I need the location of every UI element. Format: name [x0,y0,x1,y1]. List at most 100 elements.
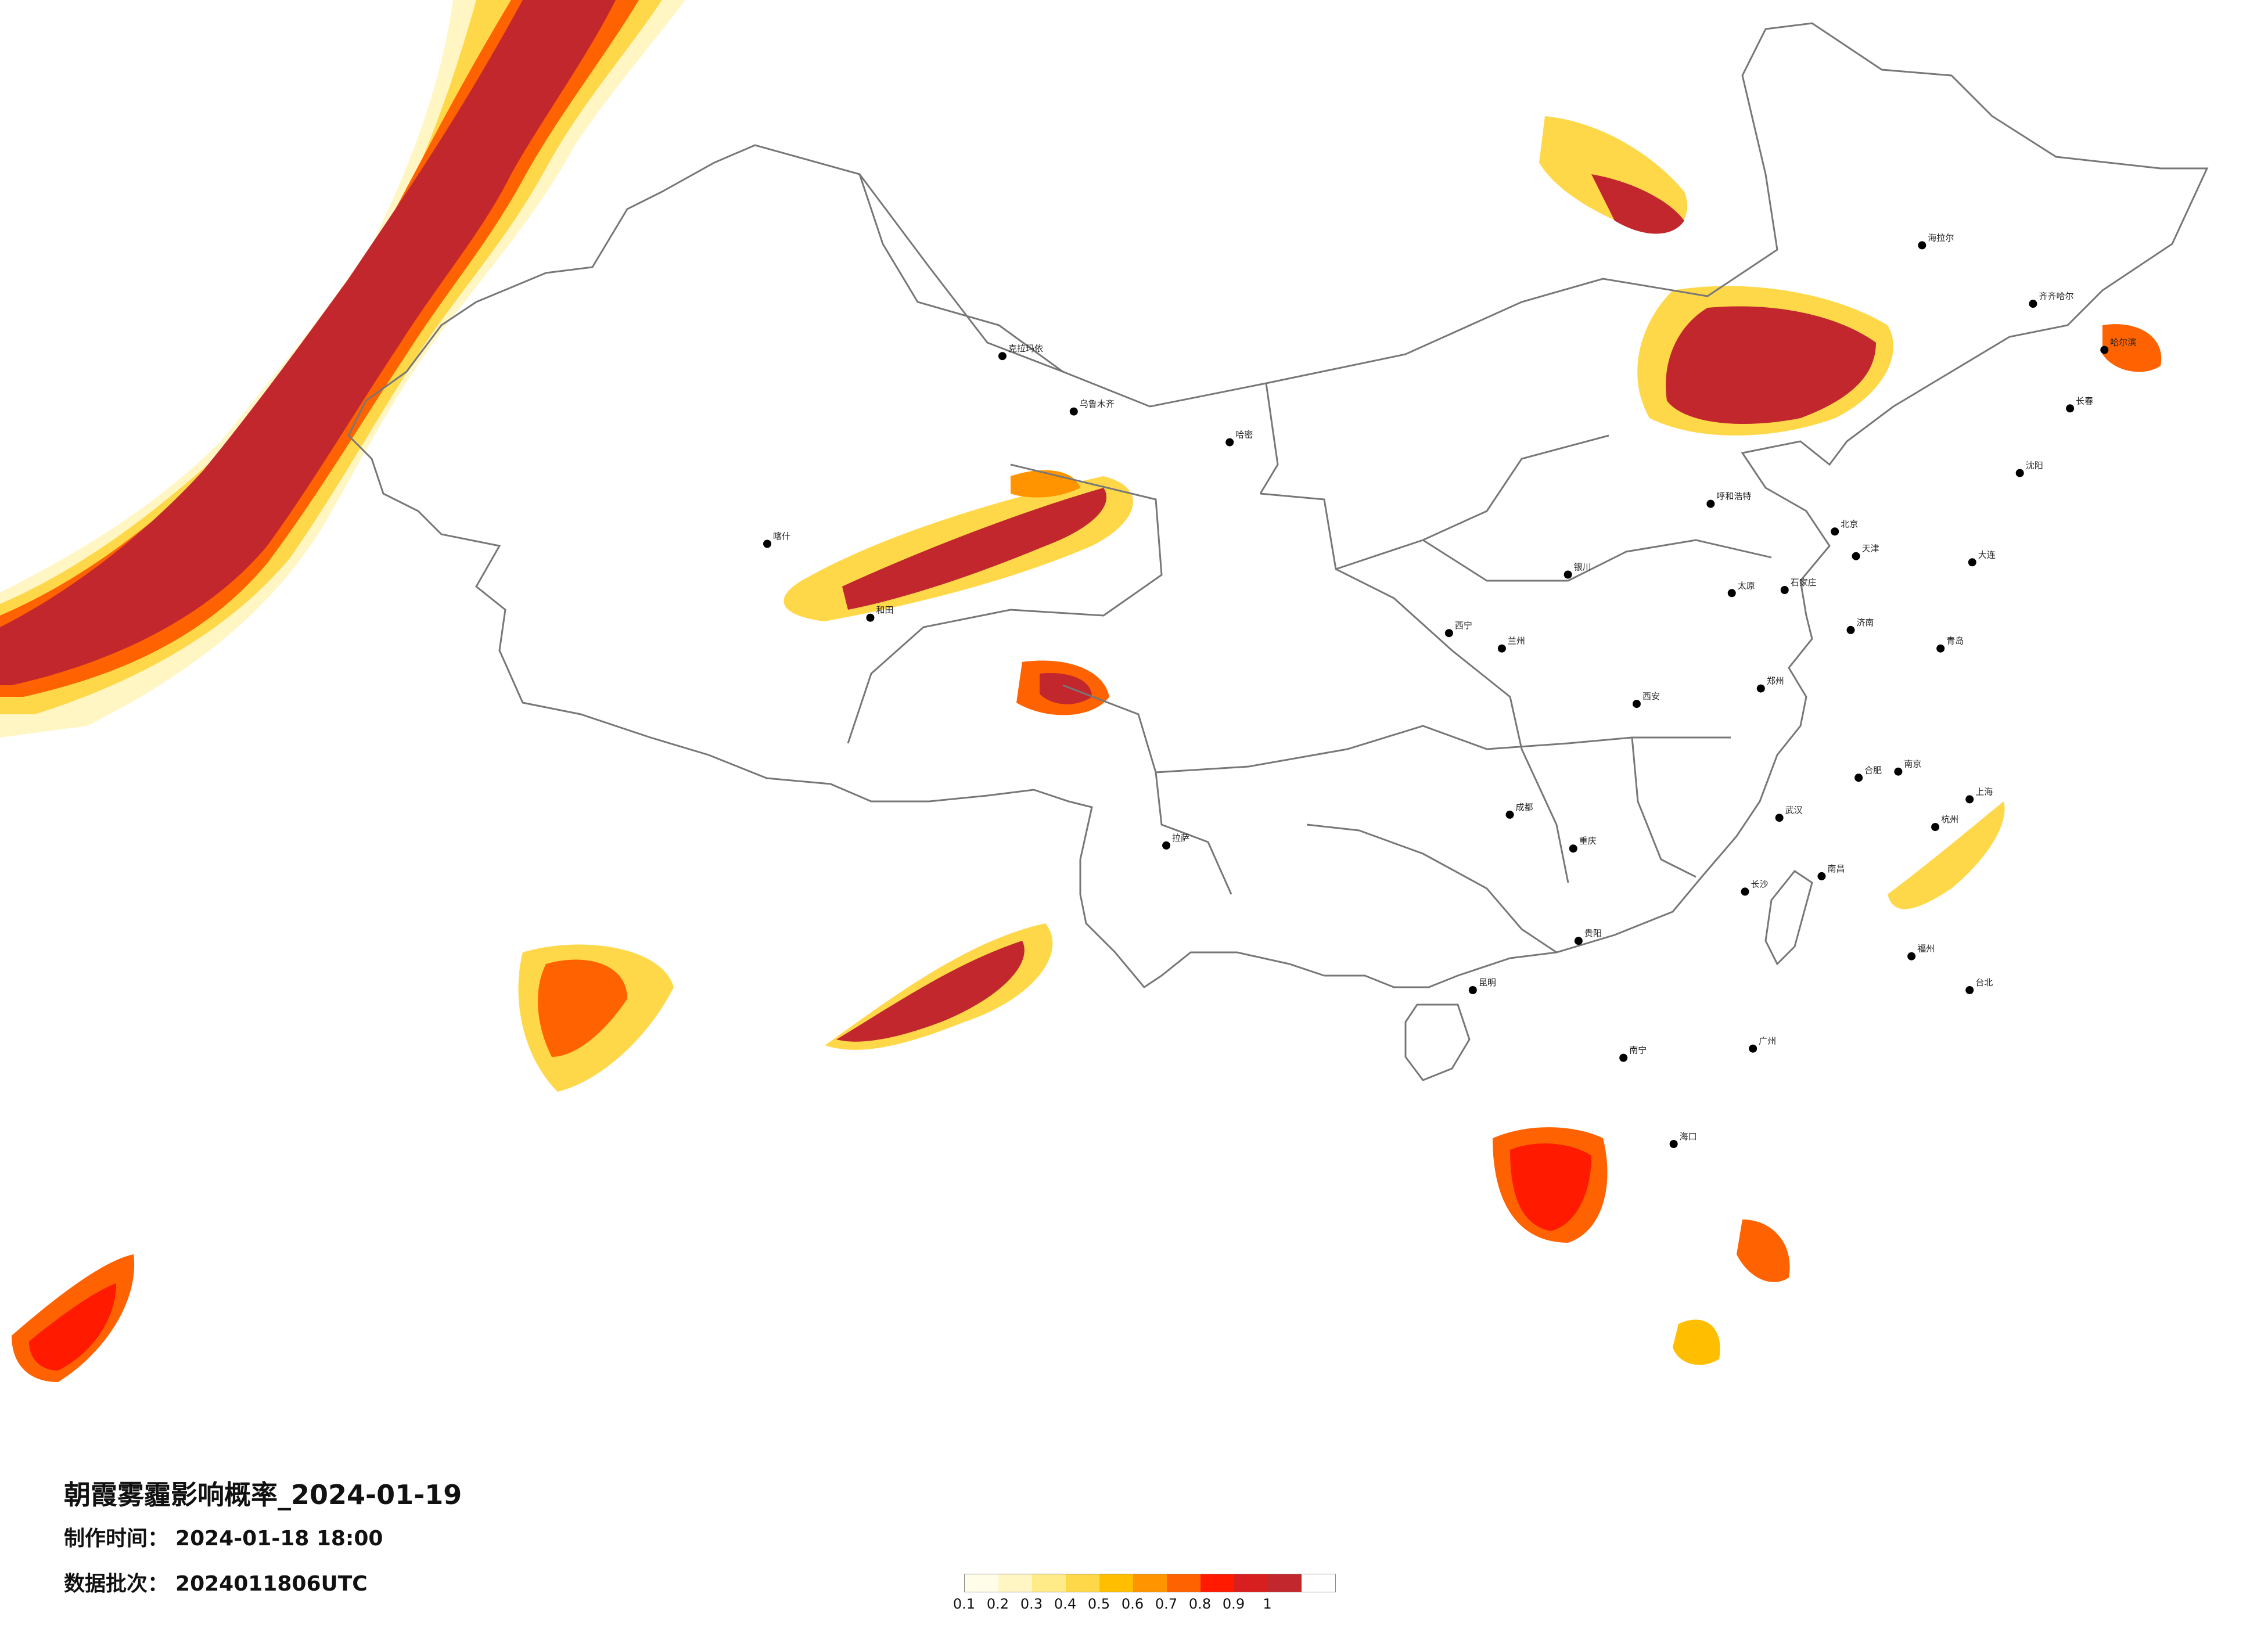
city-label: 杭州 [1941,814,1958,825]
city-dot [1162,841,1171,850]
city-dot [1574,937,1583,945]
city-dot [1852,552,1860,560]
city-label: 武汉 [1785,805,1803,815]
city-dot [2066,404,2075,413]
city-dot [1706,499,1715,508]
made-time-value: 2024-01-18 18:00 [175,1527,383,1551]
city-dot [763,539,771,548]
city-label: 台北 [1975,977,1993,988]
city-dot [1669,1140,1678,1148]
city-label: 拉萨 [1172,833,1189,843]
city-label: 齐齐哈尔 [2039,291,2073,301]
legend-swatch-1 [998,1574,1032,1592]
city-dot [998,352,1007,361]
city-label: 太原 [1738,580,1755,591]
city-dot [1918,241,1926,250]
city-dot [1965,795,1974,804]
city-label: 银川 [1574,562,1591,573]
city-label: 西安 [1642,691,1660,702]
city-dot [1563,570,1572,579]
city-label: 大连 [1978,549,1996,560]
city-label: 南京 [1904,759,1921,769]
legend-tick: 1 [1263,1596,1272,1612]
city-label: 乌鲁木齐 [1080,399,1115,409]
city-label: 喀什 [773,531,790,542]
city-dot [1936,644,1945,653]
city-label: 贵阳 [1584,928,1602,938]
city-dot [1817,872,1826,880]
city-label: 海口 [1680,1131,1697,1142]
city-label: 长春 [2076,395,2093,406]
legend-swatch-8 [1234,1574,1268,1592]
made-time: 制作时间： 2024-01-18 18:00 [64,1521,383,1552]
legend-tick: 0.8 [1188,1596,1212,1612]
city-label: 上海 [1975,786,1993,797]
city-label: 昆明 [1479,977,1496,988]
map-title: 朝霞雾霾影响概率_2024-01-19 [64,1479,462,1510]
city-dot [1468,986,1477,994]
probability-field [0,0,2162,1382]
city-dot [1854,774,1863,782]
legend-tick: 0.1 [953,1596,976,1612]
city-label: 哈密 [1235,430,1253,440]
city-dot [1775,814,1784,822]
city-label: 克拉玛依 [1008,343,1043,354]
city-label: 南宁 [1629,1045,1647,1056]
city-label: 郑州 [1767,676,1784,686]
city-label: 成都 [1516,802,1533,812]
city-dot [2100,346,2109,354]
city-label: 和田 [876,605,893,616]
legend-swatch-4 [1099,1574,1133,1592]
city-dot [1894,767,1903,776]
city-dot [1632,700,1641,708]
legend-tick: 0.9 [1222,1596,1245,1612]
city-dot [1965,986,1974,994]
legend-swatch-2 [1032,1574,1066,1592]
city-dot [1831,527,1839,536]
city-dot [1727,589,1736,598]
city-dot [1619,1053,1628,1062]
legend-swatch-3 [1066,1574,1099,1592]
legend-swatches [964,1574,1336,1592]
city-label: 北京 [1841,519,1858,529]
data-batch-label: 数据批次： [64,1572,169,1596]
city-label: 天津 [1862,544,1879,554]
city-dot [1756,684,1765,693]
legend-swatch-6 [1167,1574,1201,1592]
legend-tick: 0.7 [1155,1596,1178,1612]
city-label: 海拉尔 [1928,232,1954,243]
city-label: 西宁 [1455,620,1472,631]
city-label: 广州 [1759,1036,1776,1046]
city-dot [1749,1044,1757,1053]
city-dot [1968,558,1976,567]
boundary-lines [347,22,2209,1081]
city-dot [2015,469,2024,477]
made-time-label: 制作时间： [64,1527,169,1551]
legend-swatch-5 [1133,1574,1167,1592]
legend-tick: 0.4 [1054,1596,1077,1612]
city-dot [1444,629,1453,638]
city-label: 呼和浩特 [1716,491,1751,502]
city-label: 哈尔滨 [2110,337,2136,348]
city-dot [1569,844,1577,853]
city-dot [1846,625,1855,634]
data-batch-value: 2024011806UTC [175,1572,368,1596]
color-legend: 0.1 0.2 0.3 0.4 0.5 0.6 0.7 0.8 0.9 1 [953,1574,1336,1613]
legend-swatch-0 [965,1574,998,1592]
city-dot [1741,887,1749,896]
legend-tick: 0.2 [986,1596,1009,1612]
city-label: 南昌 [1827,864,1845,874]
city-label: 福州 [1917,944,1935,954]
city-label: 石家庄 [1791,577,1817,588]
city-dot [1497,644,1506,653]
legend-tick: 0.5 [1087,1596,1110,1612]
city-label: 青岛 [1946,636,1964,646]
city-dot [1069,407,1078,416]
city-label: 沈阳 [2026,461,2043,471]
city-dot [1907,952,1916,961]
legend-swatch-7 [1201,1574,1234,1592]
city-dot [866,613,875,622]
city-label: 合肥 [1864,765,1882,775]
